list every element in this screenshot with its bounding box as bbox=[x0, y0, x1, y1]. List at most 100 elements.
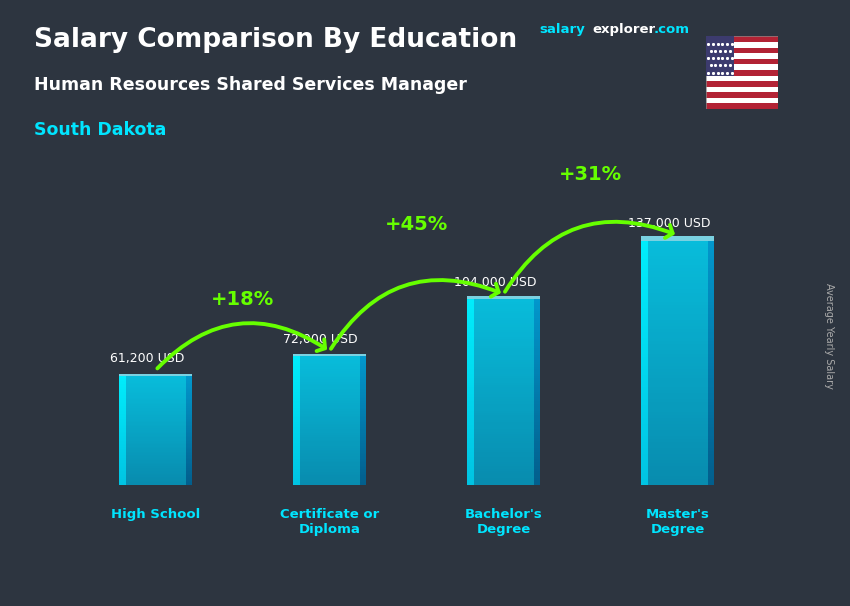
Bar bbox=[293, 458, 366, 459]
Bar bbox=[641, 338, 714, 341]
Bar bbox=[119, 391, 126, 392]
Bar bbox=[641, 244, 649, 247]
Bar bbox=[186, 468, 192, 470]
Bar bbox=[467, 452, 540, 454]
Bar bbox=[119, 462, 126, 463]
Bar bbox=[119, 433, 192, 435]
Bar bbox=[293, 373, 300, 374]
Bar bbox=[708, 350, 714, 353]
Bar bbox=[186, 391, 192, 392]
Bar bbox=[293, 440, 366, 442]
Bar bbox=[293, 438, 300, 440]
Bar bbox=[706, 47, 778, 53]
Bar bbox=[119, 377, 192, 378]
Bar bbox=[360, 418, 366, 419]
Bar bbox=[467, 330, 474, 332]
Bar bbox=[535, 406, 540, 408]
Bar bbox=[641, 356, 649, 359]
Bar bbox=[535, 367, 540, 369]
Bar bbox=[360, 427, 366, 428]
Bar bbox=[641, 277, 714, 281]
Bar bbox=[708, 415, 714, 418]
Bar bbox=[293, 475, 300, 477]
Bar bbox=[119, 393, 126, 395]
Text: +45%: +45% bbox=[385, 215, 448, 234]
Bar bbox=[641, 305, 714, 308]
Bar bbox=[535, 392, 540, 395]
Bar bbox=[641, 454, 714, 458]
Bar bbox=[293, 442, 366, 443]
Bar bbox=[360, 391, 366, 393]
Bar bbox=[708, 363, 714, 366]
Bar bbox=[467, 429, 540, 431]
Bar bbox=[119, 476, 126, 478]
Bar bbox=[467, 387, 474, 390]
Bar bbox=[186, 404, 192, 406]
Bar bbox=[119, 426, 192, 428]
Bar bbox=[535, 344, 540, 346]
Bar bbox=[708, 372, 714, 375]
Bar bbox=[708, 439, 714, 442]
Bar bbox=[467, 478, 540, 480]
Bar bbox=[641, 421, 649, 424]
Bar bbox=[293, 416, 300, 418]
Bar bbox=[360, 403, 366, 405]
Bar bbox=[186, 376, 192, 377]
Bar bbox=[186, 474, 192, 475]
Bar bbox=[119, 418, 192, 419]
Bar bbox=[467, 360, 540, 362]
Bar bbox=[467, 408, 474, 411]
Bar bbox=[293, 369, 366, 371]
Bar bbox=[186, 395, 192, 396]
Bar bbox=[293, 413, 366, 415]
Bar bbox=[119, 479, 126, 481]
Bar bbox=[293, 477, 366, 478]
Bar bbox=[119, 440, 192, 441]
Bar bbox=[467, 397, 474, 399]
Bar bbox=[186, 393, 192, 395]
Bar bbox=[467, 302, 540, 304]
Bar bbox=[293, 410, 366, 411]
Bar bbox=[119, 398, 126, 399]
Bar bbox=[119, 414, 192, 415]
Bar bbox=[119, 376, 126, 377]
Bar bbox=[467, 355, 540, 358]
Bar bbox=[119, 399, 192, 400]
Bar bbox=[360, 382, 366, 384]
Text: 104,000 USD: 104,000 USD bbox=[454, 276, 536, 288]
Bar bbox=[467, 332, 474, 334]
Bar bbox=[467, 431, 540, 434]
Bar bbox=[641, 476, 649, 479]
Bar bbox=[535, 330, 540, 332]
Bar bbox=[293, 395, 300, 396]
Bar bbox=[467, 296, 540, 299]
Bar bbox=[467, 385, 474, 387]
Bar bbox=[293, 480, 366, 482]
Bar bbox=[119, 408, 192, 410]
Bar bbox=[186, 396, 192, 398]
Bar bbox=[186, 381, 192, 382]
Bar bbox=[293, 363, 300, 364]
Bar bbox=[535, 425, 540, 427]
Bar bbox=[186, 426, 192, 428]
Bar bbox=[293, 419, 300, 421]
Bar bbox=[641, 341, 649, 344]
Bar bbox=[293, 358, 366, 360]
Bar bbox=[708, 387, 714, 390]
Bar bbox=[186, 431, 192, 433]
Bar bbox=[186, 436, 192, 437]
Bar bbox=[641, 451, 649, 454]
Bar bbox=[293, 421, 300, 422]
Bar bbox=[186, 445, 192, 447]
Bar bbox=[467, 381, 474, 383]
Bar bbox=[641, 405, 714, 408]
Bar bbox=[641, 350, 649, 353]
Bar bbox=[119, 424, 126, 425]
Bar bbox=[467, 383, 540, 385]
Bar bbox=[708, 473, 714, 476]
Bar bbox=[293, 413, 300, 415]
Bar bbox=[708, 284, 714, 287]
Bar bbox=[293, 425, 366, 427]
Bar bbox=[467, 464, 474, 466]
Bar bbox=[708, 338, 714, 341]
